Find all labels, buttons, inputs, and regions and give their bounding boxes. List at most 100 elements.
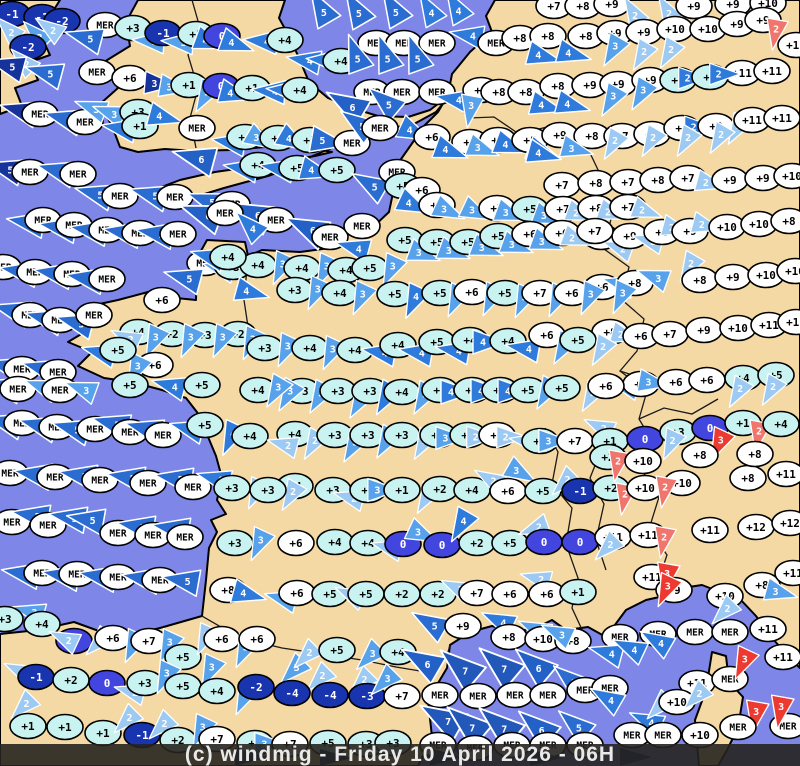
wind-arrow: 2 bbox=[676, 123, 703, 157]
svg-text:2: 2 bbox=[312, 436, 318, 447]
sea-label: MER bbox=[59, 160, 97, 188]
temperature-label: +3 bbox=[319, 377, 357, 405]
svg-text:+8: +8 bbox=[589, 177, 602, 190]
svg-text:5: 5 bbox=[7, 165, 13, 176]
svg-text:5: 5 bbox=[386, 100, 392, 111]
wind-arrow: 5 bbox=[347, 33, 375, 75]
temperature-label: +7 bbox=[556, 427, 594, 455]
svg-text:+4: +4 bbox=[328, 536, 342, 549]
svg-text:3: 3 bbox=[640, 86, 646, 97]
sea-label: MER bbox=[178, 114, 216, 142]
svg-text:+4: +4 bbox=[278, 34, 292, 47]
svg-text:2: 2 bbox=[564, 475, 570, 486]
wind-arrow: 2 bbox=[48, 630, 83, 655]
svg-text:3: 3 bbox=[742, 654, 748, 665]
temperature-label: +4 bbox=[266, 26, 304, 54]
svg-text:+11: +11 bbox=[642, 571, 662, 584]
wind-arrow: 2 bbox=[591, 332, 618, 366]
svg-text:4: 4 bbox=[448, 388, 454, 399]
svg-text:5: 5 bbox=[576, 723, 582, 734]
sea-label: MER bbox=[459, 682, 497, 710]
svg-text:+8: +8 bbox=[221, 584, 234, 597]
svg-text:2: 2 bbox=[361, 675, 367, 686]
svg-text:4: 4 bbox=[455, 7, 461, 18]
svg-text:MER: MER bbox=[343, 139, 360, 150]
svg-text:MER: MER bbox=[721, 675, 738, 686]
temperature-label: +4 bbox=[209, 243, 247, 271]
svg-text:3: 3 bbox=[294, 663, 300, 674]
temperature-label: -4 bbox=[273, 679, 311, 707]
svg-text:3: 3 bbox=[569, 144, 575, 155]
wind-arrow: 3 bbox=[64, 381, 100, 405]
svg-text:MER: MER bbox=[367, 39, 384, 50]
temperature-label: +8 bbox=[681, 266, 719, 294]
svg-text:MER: MER bbox=[388, 168, 405, 179]
wind-arrow: 3 bbox=[762, 577, 799, 601]
svg-text:4: 4 bbox=[406, 199, 412, 210]
svg-text:3: 3 bbox=[441, 205, 447, 216]
wind-arrow: 2 bbox=[709, 120, 736, 154]
svg-text:4: 4 bbox=[419, 349, 425, 360]
svg-text:+8: +8 bbox=[693, 274, 706, 287]
wind-arrow: 3 bbox=[636, 269, 672, 293]
svg-text:+2: +2 bbox=[171, 734, 184, 747]
svg-text:3: 3 bbox=[370, 649, 376, 660]
svg-text:MER: MER bbox=[85, 311, 102, 322]
svg-text:5: 5 bbox=[185, 577, 191, 588]
wind-arrow: 5 bbox=[411, 611, 452, 644]
temperature-label: +5 bbox=[164, 643, 202, 671]
svg-text:+8: +8 bbox=[579, 30, 592, 43]
temperature-label: +6 bbox=[111, 64, 149, 92]
temperature-label: +1 bbox=[559, 578, 597, 606]
sea-label: MER bbox=[88, 265, 126, 293]
svg-text:3: 3 bbox=[324, 261, 330, 272]
svg-text:+7: +7 bbox=[210, 733, 223, 746]
svg-text:+5: +5 bbox=[498, 287, 511, 300]
svg-text:4: 4 bbox=[608, 696, 614, 707]
svg-text:-1: -1 bbox=[156, 27, 170, 40]
svg-text:0: 0 bbox=[577, 536, 584, 549]
svg-text:2: 2 bbox=[685, 74, 691, 85]
temperature-label: +8 bbox=[729, 464, 767, 492]
caption-bar: (c) windmig - Friday 10 April 2026 - 06H bbox=[0, 743, 800, 766]
svg-text:+11: +11 bbox=[759, 319, 779, 332]
svg-text:+5: +5 bbox=[521, 384, 534, 397]
svg-text:+1: +1 bbox=[571, 586, 585, 599]
wind-arrow: 3 bbox=[464, 133, 500, 157]
svg-text:+11: +11 bbox=[700, 524, 720, 537]
svg-text:7: 7 bbox=[469, 724, 475, 735]
svg-text:MER: MER bbox=[131, 229, 148, 240]
temperature-label: +7 bbox=[576, 217, 614, 245]
svg-text:+6: +6 bbox=[215, 633, 229, 646]
svg-text:+7: +7 bbox=[470, 587, 483, 600]
svg-text:+10: +10 bbox=[635, 482, 655, 495]
svg-text:3: 3 bbox=[253, 133, 259, 144]
svg-text:4: 4 bbox=[413, 292, 419, 303]
svg-text:MER: MER bbox=[601, 684, 618, 695]
svg-text:+4: +4 bbox=[774, 418, 788, 431]
temperature-label: +5 bbox=[486, 279, 524, 307]
svg-text:3: 3 bbox=[664, 569, 670, 580]
temperature-label: +11 bbox=[749, 615, 787, 643]
svg-text:+11: +11 bbox=[786, 39, 800, 52]
temperature-label: +1 bbox=[9, 712, 47, 740]
temperature-label: +3 bbox=[383, 421, 421, 449]
svg-text:MER: MER bbox=[109, 573, 126, 584]
svg-text:+10: +10 bbox=[785, 265, 800, 278]
temperature-label: +10 bbox=[719, 314, 757, 342]
svg-text:+6: +6 bbox=[540, 588, 554, 601]
svg-text:3: 3 bbox=[275, 383, 281, 394]
wind-arrow: 5 bbox=[309, 0, 342, 30]
svg-text:+6: +6 bbox=[599, 380, 613, 393]
wind-arrow: 5 bbox=[24, 63, 66, 91]
svg-text:2: 2 bbox=[670, 436, 676, 447]
svg-text:3: 3 bbox=[620, 288, 626, 299]
svg-text:4: 4 bbox=[442, 145, 448, 156]
svg-text:MER: MER bbox=[623, 731, 640, 742]
svg-text:MER: MER bbox=[3, 518, 20, 529]
temperature-label: +9 bbox=[714, 263, 752, 291]
temperature-label: +5 bbox=[186, 411, 224, 439]
sea-label: MER bbox=[361, 114, 399, 142]
svg-text:+8: +8 bbox=[585, 130, 598, 143]
